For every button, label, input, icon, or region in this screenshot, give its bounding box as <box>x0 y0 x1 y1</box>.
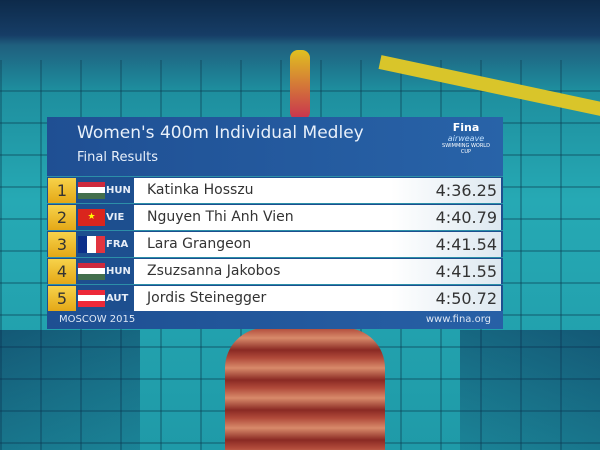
athlete-name: Lara Grangeon <box>147 236 252 252</box>
lane-rope <box>225 328 385 450</box>
athlete-bar: Jordis Steinegger 4:50.72 <box>134 285 501 311</box>
country-code: HUN <box>106 184 131 196</box>
result-row: 1 HUN Katinka Hosszu 4:36.25 <box>47 176 503 203</box>
rank-badge: 5 <box>48 285 76 311</box>
flag-icon <box>78 235 105 253</box>
athlete-name: Zsuzsanna Jakobos <box>147 263 281 279</box>
logo-event: SWIMMING WORLD CUP <box>442 143 490 155</box>
lane-rope <box>290 50 310 120</box>
flag-icon <box>78 262 105 280</box>
rank-badge: 3 <box>48 231 76 257</box>
athlete-bar: Nguyen Thi Anh Vien 4:40.79 <box>134 204 501 230</box>
result-time: 4:36.25 <box>435 180 497 200</box>
flag-icon <box>78 181 105 199</box>
rank-badge: 1 <box>48 177 76 203</box>
result-row: 4 HUN Zsuzsanna Jakobos 4:41.55 <box>47 257 503 284</box>
website-label: www.fina.org <box>425 314 491 325</box>
event-title: Women's 400m Individual Medley <box>77 123 364 143</box>
flag-icon: ★ <box>78 208 105 226</box>
result-row: 5 AUT Jordis Steinegger 4:50.72 <box>47 284 503 311</box>
venue-label: MOSCOW 2015 <box>59 314 136 325</box>
results-graphic: Women's 400m Individual Medley Final Res… <box>47 117 503 329</box>
athlete-bar: Zsuzsanna Jakobos 4:41.55 <box>134 258 501 284</box>
flag-icon <box>78 289 105 307</box>
fina-logo: Fina airweave SWIMMING WORLD CUP <box>439 121 493 155</box>
logo-brand: Fina <box>452 121 480 134</box>
logo-sponsor: airweave <box>447 134 485 143</box>
graphic-footer: MOSCOW 2015 www.fina.org <box>47 311 503 329</box>
event-subtitle: Final Results <box>77 150 159 165</box>
athlete-name: Katinka Hosszu <box>147 182 254 198</box>
athlete-name: Nguyen Thi Anh Vien <box>147 209 294 225</box>
athlete-bar: Katinka Hosszu 4:36.25 <box>134 177 501 203</box>
result-row: 2 ★ VIE Nguyen Thi Anh Vien 4:40.79 <box>47 203 503 230</box>
result-time: 4:41.54 <box>435 234 497 254</box>
rank-badge: 4 <box>48 258 76 284</box>
country-code: VIE <box>106 211 125 223</box>
result-time: 4:41.55 <box>435 261 497 281</box>
lane-marking <box>0 330 140 450</box>
country-code: AUT <box>106 292 129 304</box>
country-code: HUN <box>106 265 131 277</box>
country-code: FRA <box>106 238 129 250</box>
rank-badge: 2 <box>48 204 76 230</box>
athlete-bar: Lara Grangeon 4:41.54 <box>134 231 501 257</box>
lane-marking <box>460 330 600 450</box>
athlete-name: Jordis Steinegger <box>147 290 267 306</box>
result-row: 3 FRA Lara Grangeon 4:41.54 <box>47 230 503 257</box>
graphic-header: Women's 400m Individual Medley Final Res… <box>47 117 503 176</box>
result-time: 4:50.72 <box>435 288 497 308</box>
result-time: 4:40.79 <box>435 207 497 227</box>
